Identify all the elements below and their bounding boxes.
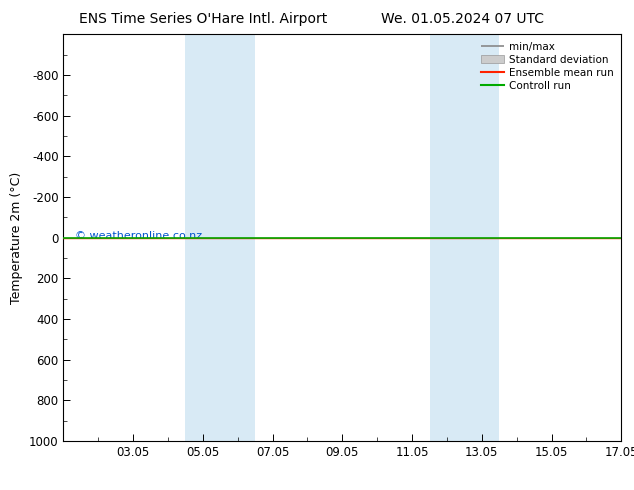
Text: We. 01.05.2024 07 UTC: We. 01.05.2024 07 UTC <box>381 12 545 26</box>
Legend: min/max, Standard deviation, Ensemble mean run, Controll run: min/max, Standard deviation, Ensemble me… <box>477 37 618 95</box>
Bar <box>429 34 500 441</box>
Y-axis label: Temperature 2m (°C): Temperature 2m (°C) <box>10 172 23 304</box>
Text: © weatheronline.co.nz: © weatheronline.co.nz <box>75 231 202 241</box>
Bar <box>185 34 255 441</box>
Text: ENS Time Series O'Hare Intl. Airport: ENS Time Series O'Hare Intl. Airport <box>79 12 327 26</box>
